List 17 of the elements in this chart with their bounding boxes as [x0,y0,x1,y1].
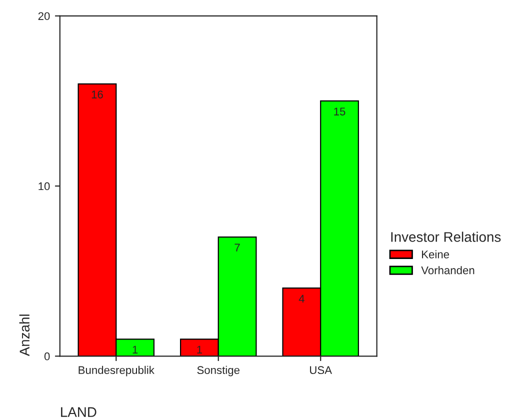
data-label: 15 [334,108,346,116]
x-tick-label: Bundesrepublik [78,366,154,376]
data-label: 1 [197,346,202,354]
legend-label: Keine [422,250,450,258]
legend-title: Investor Relations [391,232,501,242]
legend-label: Vorhanden [421,266,474,274]
x-tick-label: Sonstige [197,366,240,376]
data-label: 16 [92,90,103,98]
x-tick-label: USA [310,366,332,374]
y-tick-label: 20 [38,12,50,20]
data-label: 1 [132,346,138,354]
data-label: 4 [298,294,304,302]
y-tick-label: 0 [44,352,50,360]
data-label: 7 [234,244,240,252]
y-axis-title: Anzahl [19,314,30,356]
x-axis-title: LAND [61,407,96,417]
y-tick-label: 10 [38,182,50,190]
